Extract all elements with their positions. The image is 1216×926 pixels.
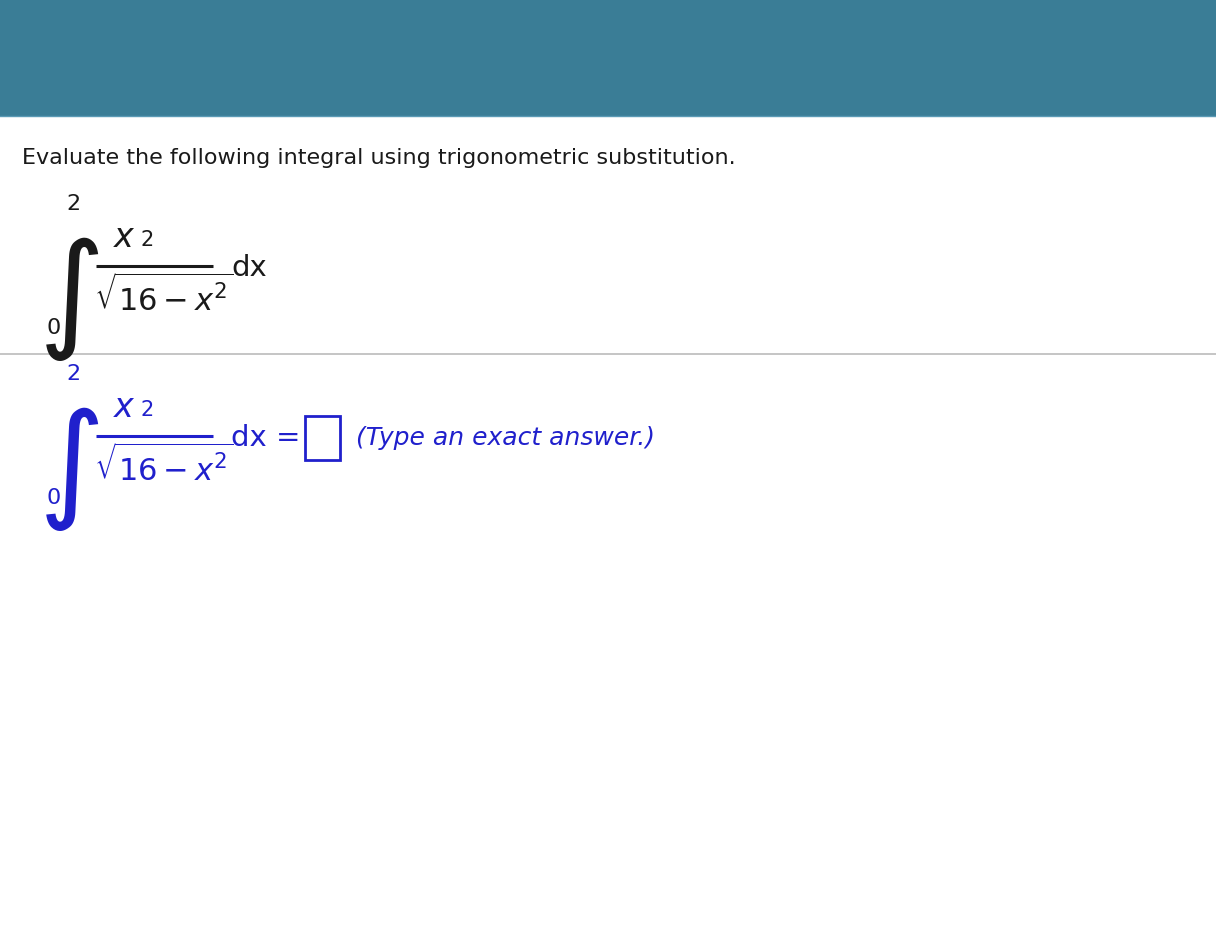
Text: $\int$: $\int$ — [38, 236, 100, 363]
Text: 0: 0 — [46, 488, 61, 507]
Text: 2: 2 — [66, 364, 80, 384]
Text: 2: 2 — [140, 230, 153, 250]
Text: 8.4 Trigonometric Substitutions: 8.4 Trigonometric Substitutions — [230, 42, 826, 74]
Text: 0: 0 — [46, 318, 61, 338]
Text: (Type an exact answer.): (Type an exact answer.) — [356, 426, 655, 450]
Text: dx =: dx = — [231, 424, 300, 452]
Text: $x$: $x$ — [113, 220, 135, 254]
Text: $\int$: $\int$ — [38, 406, 100, 532]
Text: 2: 2 — [66, 194, 80, 214]
Text: $\sqrt{16-x^2}$: $\sqrt{16-x^2}$ — [94, 274, 233, 317]
Text: $\sqrt{16-x^2}$: $\sqrt{16-x^2}$ — [94, 444, 233, 486]
Text: ‹: ‹ — [1171, 41, 1186, 75]
Text: $x$: $x$ — [113, 391, 135, 424]
Text: dx: dx — [231, 254, 266, 282]
Bar — [305, 416, 340, 460]
Text: 2: 2 — [140, 400, 153, 419]
Text: Homework:: Homework: — [81, 42, 294, 74]
Text: Evaluate the following integral using trigonometric substitution.: Evaluate the following integral using tr… — [22, 148, 736, 168]
Circle shape — [1143, 26, 1207, 90]
